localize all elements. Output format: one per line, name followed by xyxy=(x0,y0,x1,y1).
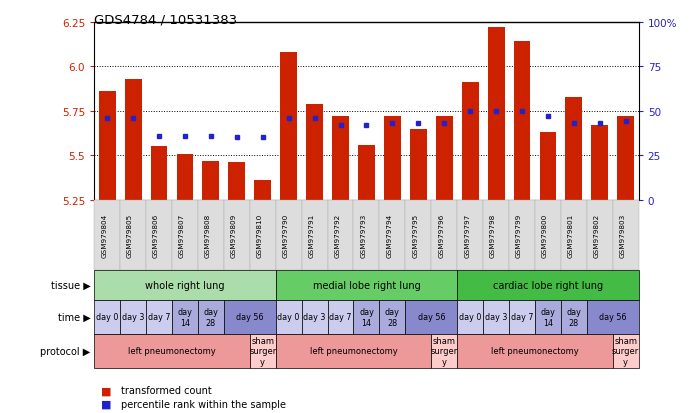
Text: day 7: day 7 xyxy=(511,313,533,322)
Text: left pneumonectomy: left pneumonectomy xyxy=(128,347,216,356)
Text: time ▶: time ▶ xyxy=(58,312,91,322)
Text: GSM979799: GSM979799 xyxy=(516,214,522,257)
Text: day 0: day 0 xyxy=(278,313,300,322)
Bar xyxy=(254,181,271,200)
Text: day 56: day 56 xyxy=(236,313,264,322)
Text: GSM979793: GSM979793 xyxy=(360,214,366,257)
Text: left pneumonectomy: left pneumonectomy xyxy=(310,347,397,356)
Bar xyxy=(514,42,530,200)
Text: GSM979790: GSM979790 xyxy=(283,214,289,257)
Text: ■: ■ xyxy=(101,399,112,409)
Text: GSM979809: GSM979809 xyxy=(231,214,237,257)
Text: sham
surger
y: sham surger y xyxy=(431,336,458,366)
Bar xyxy=(384,117,401,200)
Bar xyxy=(617,117,634,200)
Text: day
28: day 28 xyxy=(203,308,218,327)
Text: day
14: day 14 xyxy=(540,308,556,327)
Bar xyxy=(410,129,426,200)
Text: transformed count: transformed count xyxy=(121,385,211,395)
Bar xyxy=(436,117,453,200)
Bar xyxy=(151,147,168,200)
Text: day 0: day 0 xyxy=(459,313,482,322)
Text: day
14: day 14 xyxy=(359,308,374,327)
Text: GSM979803: GSM979803 xyxy=(620,214,625,257)
Bar xyxy=(202,161,219,200)
Text: GSM979807: GSM979807 xyxy=(179,214,185,257)
Bar xyxy=(280,53,297,200)
Text: GSM979804: GSM979804 xyxy=(101,214,107,257)
Text: day
28: day 28 xyxy=(566,308,581,327)
Text: GSM979808: GSM979808 xyxy=(205,214,211,257)
Text: ■: ■ xyxy=(101,385,112,395)
Bar xyxy=(462,83,479,200)
Bar xyxy=(99,92,116,200)
Text: protocol ▶: protocol ▶ xyxy=(40,346,91,356)
Bar xyxy=(591,126,608,200)
Bar xyxy=(358,145,375,200)
Bar xyxy=(306,104,323,200)
Text: day 7: day 7 xyxy=(148,313,170,322)
Text: left pneumonectomy: left pneumonectomy xyxy=(491,347,579,356)
Text: GSM979806: GSM979806 xyxy=(153,214,159,257)
Text: GSM979805: GSM979805 xyxy=(127,214,133,257)
Text: GSM979798: GSM979798 xyxy=(490,214,496,257)
Bar xyxy=(565,97,582,200)
Text: day 3: day 3 xyxy=(122,313,144,322)
Text: medial lobe right lung: medial lobe right lung xyxy=(313,280,420,290)
Text: GSM979802: GSM979802 xyxy=(594,214,600,257)
Text: GSM979794: GSM979794 xyxy=(387,214,392,257)
Text: cardiac lobe right lung: cardiac lobe right lung xyxy=(493,280,603,290)
Text: GSM979796: GSM979796 xyxy=(438,214,444,257)
Bar xyxy=(228,163,245,200)
Text: day 3: day 3 xyxy=(304,313,326,322)
Bar xyxy=(177,154,193,200)
Text: GSM979797: GSM979797 xyxy=(464,214,470,257)
Text: day 7: day 7 xyxy=(329,313,352,322)
Text: whole right lung: whole right lung xyxy=(145,280,225,290)
Text: tissue ▶: tissue ▶ xyxy=(51,280,91,290)
Text: day 56: day 56 xyxy=(599,313,627,322)
Text: GDS4784 / 10531383: GDS4784 / 10531383 xyxy=(94,13,237,26)
Text: GSM979791: GSM979791 xyxy=(309,214,315,257)
Text: day 0: day 0 xyxy=(96,313,119,322)
Text: sham
surger
y: sham surger y xyxy=(612,336,639,366)
Text: day 56: day 56 xyxy=(417,313,445,322)
Text: GSM979792: GSM979792 xyxy=(334,214,341,257)
Bar xyxy=(488,28,505,200)
Text: sham
surger
y: sham surger y xyxy=(249,336,276,366)
Text: day
14: day 14 xyxy=(177,308,193,327)
Text: GSM979801: GSM979801 xyxy=(568,214,574,257)
Text: GSM979800: GSM979800 xyxy=(542,214,548,257)
Text: day 3: day 3 xyxy=(485,313,507,322)
Text: day
28: day 28 xyxy=(385,308,400,327)
Text: percentile rank within the sample: percentile rank within the sample xyxy=(121,399,285,409)
Bar xyxy=(540,133,556,200)
Bar xyxy=(332,117,349,200)
Bar xyxy=(125,80,142,200)
Text: GSM979810: GSM979810 xyxy=(257,214,262,257)
Text: GSM979795: GSM979795 xyxy=(413,214,418,257)
